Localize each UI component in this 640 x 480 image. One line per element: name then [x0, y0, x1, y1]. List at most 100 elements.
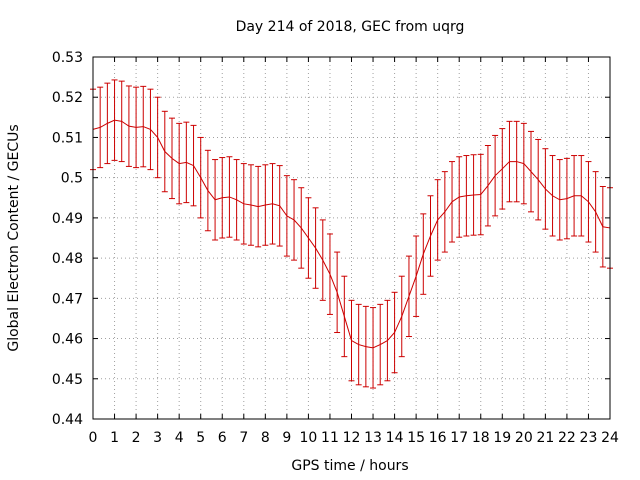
data-point — [161, 110, 168, 193]
data-point — [154, 96, 161, 179]
data-point — [233, 159, 240, 241]
x-tick-label: 6 — [218, 430, 227, 446]
x-tick-label: 0 — [89, 430, 98, 446]
data-point — [434, 179, 441, 261]
data-point — [147, 88, 154, 171]
data-point — [97, 86, 104, 169]
data-point — [592, 171, 599, 253]
data-point — [449, 161, 456, 243]
data-point — [247, 164, 254, 246]
data-point — [197, 136, 204, 219]
x-tick-label: 23 — [580, 430, 598, 446]
data-point — [104, 82, 111, 165]
data-point — [420, 213, 427, 295]
x-tick-label: 15 — [407, 430, 425, 446]
x-tick-label: 7 — [239, 430, 248, 446]
data-point — [319, 219, 326, 301]
data-point — [405, 255, 412, 338]
data-point — [326, 233, 333, 315]
data-point — [578, 155, 585, 237]
data-point — [391, 291, 398, 374]
x-tick-label: 2 — [132, 430, 141, 446]
data-point — [542, 148, 549, 230]
data-point — [276, 165, 283, 247]
data-point — [398, 275, 405, 358]
data-point — [204, 149, 211, 232]
data-point — [219, 157, 226, 239]
x-tick-label: 21 — [536, 430, 554, 446]
data-point — [118, 80, 125, 163]
x-tick-label: 9 — [282, 430, 291, 446]
data-point — [528, 130, 535, 213]
data-point — [506, 120, 513, 203]
data-point — [111, 79, 118, 161]
data-point — [355, 303, 362, 386]
x-axis-label: GPS time / hours — [291, 458, 408, 474]
data-point — [255, 165, 262, 248]
data-point — [226, 156, 233, 238]
x-tick-label: 11 — [321, 430, 339, 446]
data-point — [262, 164, 269, 246]
x-tick-label: 20 — [515, 430, 533, 446]
series-layer — [90, 79, 613, 389]
data-point — [384, 299, 391, 382]
data-point — [190, 124, 197, 207]
data-point — [441, 171, 448, 253]
x-tick-label: 4 — [175, 430, 184, 446]
x-tick-label: 10 — [300, 430, 318, 446]
y-tick-label: 0.49 — [52, 211, 83, 227]
y-tick-label: 0.44 — [52, 412, 83, 428]
x-tick-label: 14 — [386, 430, 404, 446]
y-tick-label: 0.5 — [61, 171, 83, 187]
x-tick-label: 5 — [196, 430, 205, 446]
x-tick-label: 1 — [110, 430, 119, 446]
data-point — [585, 161, 592, 243]
data-point — [362, 305, 369, 388]
data-point — [571, 155, 578, 237]
y-tick-label: 0.47 — [52, 291, 83, 307]
data-point — [499, 128, 506, 210]
x-tick-label: 13 — [364, 430, 382, 446]
y-tick-label: 0.48 — [52, 251, 83, 267]
chart-title: Day 214 of 2018, GEC from uqrg — [236, 19, 465, 35]
x-tick-label: 16 — [429, 430, 447, 446]
x-tick-label: 3 — [153, 430, 162, 446]
y-tick-label: 0.52 — [52, 90, 83, 106]
data-point — [341, 275, 348, 358]
data-point — [477, 153, 484, 236]
data-point — [413, 235, 420, 317]
data-point — [305, 197, 312, 279]
y-axis-label: Global Electron Content / GECUs — [6, 124, 22, 351]
data-point — [298, 187, 305, 269]
data-point — [513, 120, 520, 203]
data-point — [520, 122, 527, 205]
data-point — [549, 155, 556, 237]
data-point — [240, 163, 247, 245]
y-tick-label: 0.45 — [52, 372, 83, 388]
data-point — [377, 303, 384, 386]
y-tick-label: 0.53 — [52, 50, 83, 66]
data-point — [470, 154, 477, 236]
data-point — [133, 86, 140, 169]
data-point — [463, 155, 470, 237]
data-point — [563, 157, 570, 240]
data-point — [269, 163, 276, 245]
data-point — [334, 251, 341, 334]
data-point — [484, 144, 491, 227]
x-tick-label: 19 — [493, 430, 511, 446]
tick-layer — [92, 56, 611, 420]
data-point — [427, 195, 434, 277]
data-point — [176, 122, 183, 205]
tick-label-layer: 0 1 2 3 4 5 6 7 8 9 10 11 12 13 14 15 16 17 18 19 20 21 22 23 24… — [52, 50, 619, 446]
x-tick-label: 12 — [343, 430, 361, 446]
x-tick-label: 24 — [601, 430, 619, 446]
data-point — [370, 307, 377, 389]
y-tick-label: 0.46 — [52, 332, 83, 348]
data-point — [212, 159, 219, 241]
x-tick-label: 22 — [558, 430, 576, 446]
data-point — [168, 117, 175, 200]
data-point — [599, 186, 606, 268]
x-tick-label: 17 — [450, 430, 468, 446]
data-point — [291, 179, 298, 261]
